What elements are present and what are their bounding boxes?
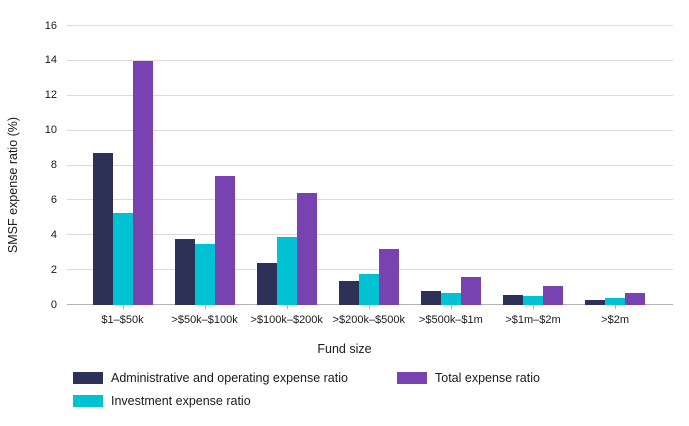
bar [358,274,379,305]
gridline [67,94,673,96]
bar [112,213,133,305]
bar [605,298,626,305]
bar [460,277,481,305]
gridline [67,129,673,131]
x-tick-mark [286,305,288,309]
y-tick-label: 16 [44,19,57,32]
x-axis-title: Fund size [317,342,372,356]
gridline [67,199,673,201]
gridline [67,25,673,26]
bar [132,61,153,305]
x-tick-label: >$50k–$100k [171,314,238,326]
x-tick-label: >$2m [601,314,629,326]
bar [523,296,543,305]
bar [338,281,359,305]
y-tick-label: 14 [44,54,57,67]
gridline [67,59,673,61]
legend-item: Administrative and operating expense rat… [73,371,348,385]
x-tick-mark [450,305,452,309]
bar [503,295,523,305]
bar [378,249,399,305]
bar [420,291,441,305]
y-tick-label: 0 [50,298,57,311]
bar [296,193,317,305]
legend-label: Total expense ratio [435,371,540,385]
x-tick-label: >$100k–$200k [250,314,323,326]
bar [214,176,235,305]
legend-swatch-icon [397,372,427,384]
x-tick-label: $1–$50k [101,314,144,326]
x-tick-mark [204,305,206,309]
x-tick-mark [122,305,124,309]
bar [174,239,195,305]
x-tick-mark [533,305,534,309]
x-tick-label: >$1m–$2m [505,314,561,326]
bar [276,237,297,305]
y-tick-label: 6 [50,193,57,206]
legend-swatch-icon [73,372,103,384]
bar [92,153,113,305]
bar [543,286,563,305]
bar [625,293,646,305]
y-tick-label: 12 [44,89,57,102]
bar [585,300,606,305]
x-tick-mark [615,305,617,309]
x-tick-label: >$500k–$1m [418,314,483,326]
legend-item: Investment expense ratio [73,394,251,408]
legend-swatch-icon [73,395,103,407]
gridline [67,269,673,271]
bar [256,263,277,305]
x-tick-label: >$200k–$500k [332,314,406,326]
y-axis-title: SMSF expense ratio (%) [6,116,20,254]
plot-area [67,25,673,305]
y-tick-label: 2 [50,263,57,276]
x-tick-mark [368,305,370,309]
gridline [67,234,673,236]
bar [194,244,215,305]
y-tick-label: 8 [50,159,57,171]
y-tick-label: 4 [50,228,57,241]
legend-item: Total expense ratio [397,371,540,385]
gridline [67,164,673,166]
legend-label: Administrative and operating expense rat… [111,371,348,385]
legend-label: Investment expense ratio [111,394,251,408]
y-tick-label: 10 [44,124,57,137]
bar [440,293,461,305]
